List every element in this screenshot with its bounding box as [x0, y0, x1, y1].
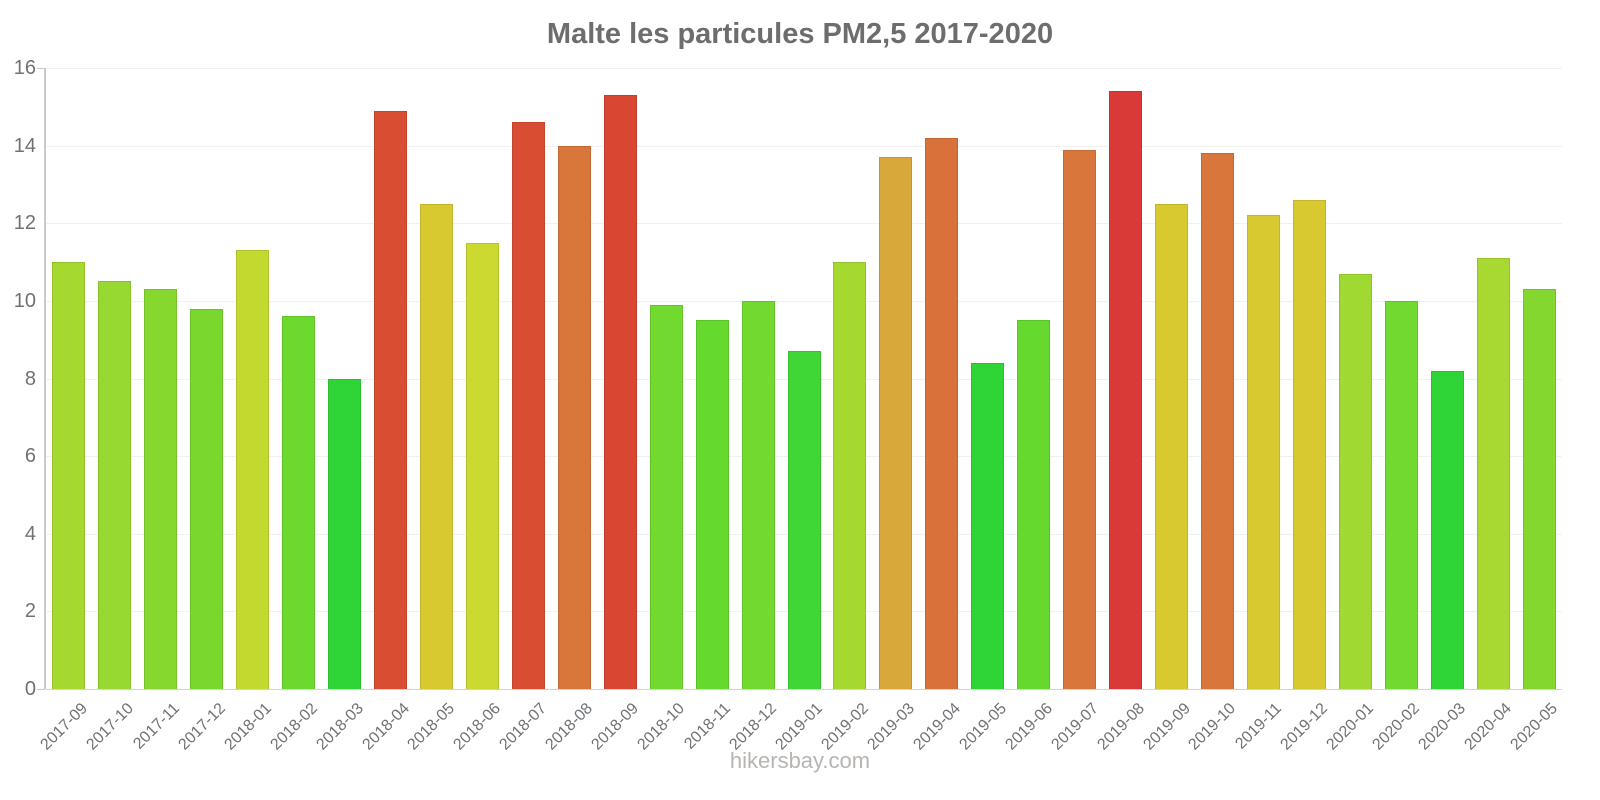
x-axis-label-2019-12: 2019-12 [1277, 700, 1332, 754]
x-axis-label-2019-08: 2019-08 [1094, 700, 1148, 754]
y-axis-label-12: 12 [13, 212, 36, 235]
x-axis-label-2019-09: 2019-09 [1139, 700, 1194, 754]
x-axis-label-2018-11: 2018-11 [681, 700, 735, 753]
bar-2019-06[interactable] [1017, 320, 1051, 689]
bar-2018-09[interactable] [603, 95, 637, 689]
x-axis-label-2018-09: 2018-09 [588, 700, 643, 754]
bar-2019-02[interactable] [833, 262, 867, 689]
x-axis-label-2020-05: 2020-05 [1507, 700, 1562, 754]
x-axis-label-2018-12: 2018-12 [726, 700, 781, 754]
x-axis-label-2019-01: 2019-01 [772, 700, 827, 754]
axis-tick-0 [37, 689, 45, 690]
y-axis-label-8: 8 [24, 367, 36, 390]
bar-2017-10[interactable] [98, 281, 132, 689]
bar-2018-01[interactable] [236, 250, 270, 689]
x-axis-label-2018-03: 2018-03 [313, 700, 367, 754]
x-axis-label-2018-02: 2018-02 [267, 700, 321, 754]
gridline-10 [46, 300, 1562, 302]
x-axis-label-2019-03: 2019-03 [864, 700, 918, 754]
x-axis-label-2018-07: 2018-07 [496, 700, 551, 754]
y-axis-label-6: 6 [24, 445, 36, 468]
bar-2019-12[interactable] [1292, 199, 1326, 689]
x-axis-label-2019-04: 2019-04 [910, 700, 964, 754]
bar-2018-12[interactable] [741, 300, 775, 689]
x-axis-label-2019-05: 2019-05 [956, 700, 1010, 754]
x-axis-label-2017-09: 2017-09 [37, 700, 91, 754]
bar-2018-07[interactable] [511, 122, 545, 689]
bar-2020-04[interactable] [1476, 258, 1510, 689]
axis-tick-16 [37, 68, 45, 69]
x-axis-label-2019-06: 2019-06 [1002, 700, 1056, 754]
y-axis-label-16: 16 [13, 57, 36, 79]
gridline-12 [46, 223, 1562, 225]
y-axis-label-2: 2 [24, 600, 36, 623]
bar-2019-11[interactable] [1246, 215, 1280, 689]
x-axis-label-2018-08: 2018-08 [542, 700, 597, 754]
x-axis-label-2019-07: 2019-07 [1048, 700, 1102, 754]
gridline-14 [46, 145, 1562, 147]
bar-2018-03[interactable] [328, 378, 362, 689]
bar-2020-05[interactable] [1522, 289, 1556, 689]
x-axis-label-2019-02: 2019-02 [818, 700, 872, 754]
x-axis-label-2018-01: 2018-01 [221, 700, 275, 754]
bar-2019-05[interactable] [971, 362, 1005, 689]
bar-2018-11[interactable] [695, 320, 729, 689]
bar-2018-02[interactable] [282, 316, 316, 689]
x-axis-label-2018-05: 2018-05 [404, 700, 459, 754]
bar-2019-09[interactable] [1155, 203, 1188, 689]
bar-2019-10[interactable] [1200, 153, 1234, 689]
bar-2017-12[interactable] [190, 308, 224, 689]
x-axis-label-2018-06: 2018-06 [450, 700, 505, 754]
x-axis-label-2020-03: 2020-03 [1415, 700, 1470, 754]
x-axis-label-2017-10: 2017-10 [83, 700, 137, 754]
bar-2019-08[interactable] [1109, 91, 1143, 689]
bar-2018-05[interactable] [419, 203, 453, 689]
x-axis-label-2017-11: 2017-11 [130, 700, 183, 753]
y-axis-label-0: 0 [24, 678, 36, 700]
gridline-0 [46, 689, 1562, 690]
bar-2020-01[interactable] [1338, 273, 1372, 689]
y-axis-label-4: 4 [24, 522, 36, 545]
gridline-16 [46, 68, 1562, 69]
bar-2017-11[interactable] [144, 289, 178, 689]
bar-2018-08[interactable] [557, 145, 591, 689]
bar-2018-06[interactable] [465, 242, 499, 689]
x-axis-label-2018-10: 2018-10 [634, 700, 689, 754]
x-axis-label-2018-04: 2018-04 [359, 700, 413, 754]
bar-2018-10[interactable] [649, 304, 683, 689]
y-axis-line [44, 68, 46, 689]
bar-2020-02[interactable] [1384, 300, 1418, 689]
chart-title: Malte les particules PM2,5 2017-2020 [546, 18, 1054, 50]
bar-2019-07[interactable] [1063, 149, 1097, 689]
x-axis-label-2019-10: 2019-10 [1185, 700, 1240, 754]
bar-2019-01[interactable] [787, 351, 821, 689]
bar-2017-09[interactable] [52, 262, 86, 689]
bar-2019-03[interactable] [879, 157, 913, 689]
x-axis-label-2020-04: 2020-04 [1461, 700, 1516, 754]
x-axis-label-2019-11: 2019-11 [1232, 700, 1286, 753]
watermark-hikersbay: hikersbay.com [729, 748, 871, 773]
x-axis-label-2020-01: 2020-01 [1323, 700, 1378, 754]
bar-2018-04[interactable] [374, 110, 408, 689]
bar-2019-04[interactable] [925, 137, 959, 689]
x-axis-label-2017-12: 2017-12 [175, 700, 229, 754]
x-axis-label-2020-02: 2020-02 [1369, 700, 1424, 754]
y-axis-label-10: 10 [13, 289, 36, 312]
y-axis-label-14: 14 [13, 134, 36, 157]
bar-2020-03[interactable] [1430, 370, 1464, 689]
